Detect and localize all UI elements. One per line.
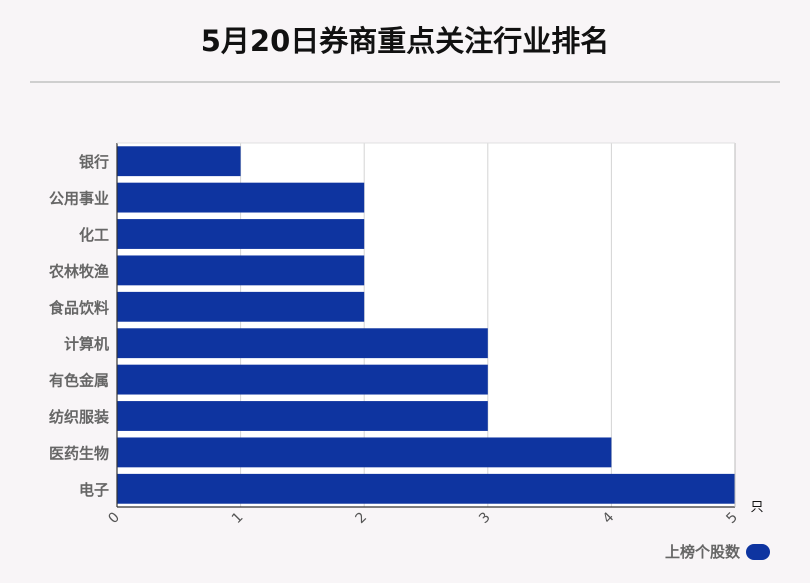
bar [117, 255, 365, 286]
category-label: 纺织服装 [49, 408, 110, 426]
title-divider [30, 81, 780, 83]
bar [117, 437, 612, 468]
x-axis-unit: 只 [750, 500, 763, 515]
category-label: 化工 [79, 226, 109, 244]
category-label: 有色金属 [49, 372, 109, 390]
x-tick-label: 3 [476, 509, 494, 527]
category-label: 银行 [79, 153, 109, 171]
legend-label: 上榜个股数 [664, 543, 740, 561]
bar [117, 364, 488, 395]
chart-title: 5月20日券商重点关注行业排名 [200, 24, 610, 58]
category-label: 食品饮料 [49, 299, 109, 317]
bar [117, 146, 241, 177]
category-label: 医药生物 [49, 444, 109, 462]
category-label: 公用事业 [49, 190, 109, 208]
category-label: 电子 [79, 481, 109, 499]
bar [117, 291, 365, 322]
bar [117, 328, 488, 359]
legend: 上榜个股数 [665, 541, 770, 562]
bar [117, 473, 735, 504]
category-label: 农林牧渔 [48, 262, 109, 280]
legend-swatch [746, 543, 770, 560]
x-tick-label: 2 [353, 509, 371, 527]
bar [117, 182, 365, 213]
bar [117, 401, 488, 431]
x-tick-label: 1 [229, 509, 247, 527]
x-tick-label: 5 [723, 509, 741, 527]
x-tick-label: 0 [105, 509, 123, 527]
bar [117, 219, 365, 249]
x-tick-label: 4 [600, 509, 618, 527]
category-label: 计算机 [64, 335, 109, 353]
